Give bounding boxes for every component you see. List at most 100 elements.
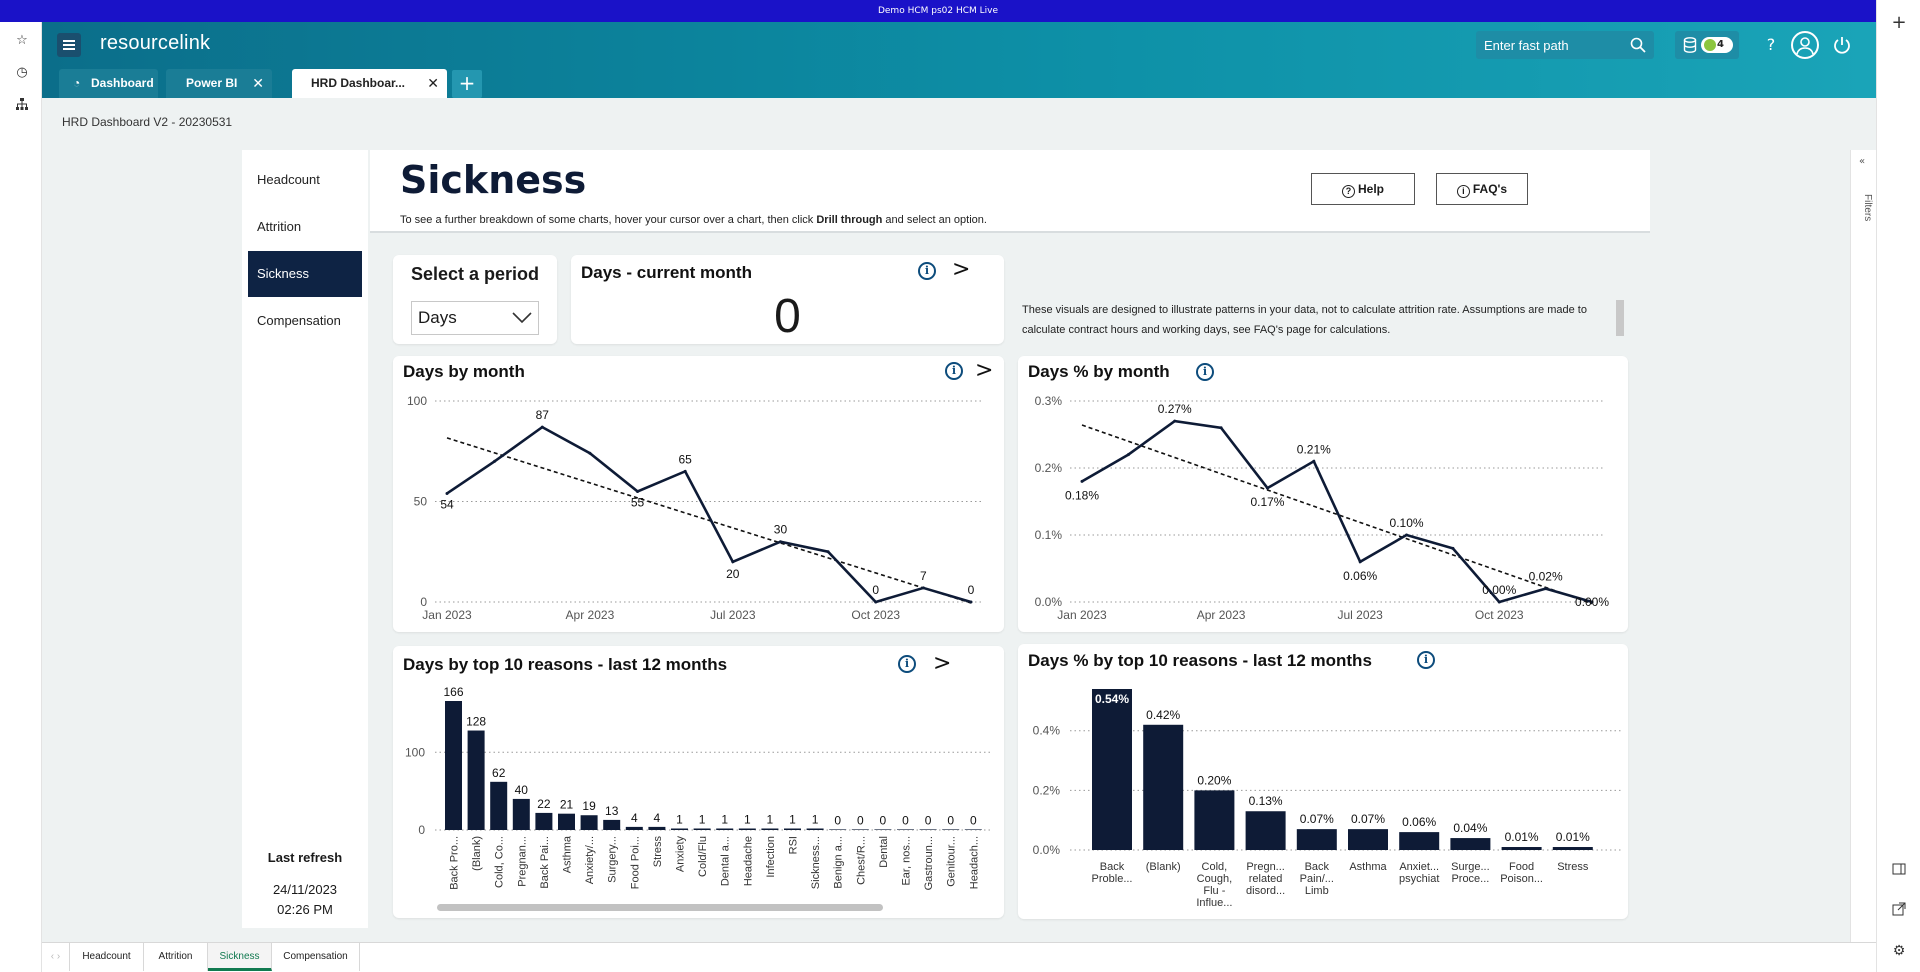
page-tab-attrition[interactable]: Attrition (144, 943, 208, 971)
data-point (1312, 459, 1316, 463)
data-label: 87 (536, 408, 550, 422)
y-tick-label: 0.0% (1035, 595, 1063, 609)
bar (919, 829, 937, 830)
chevron-down-icon (512, 312, 532, 324)
app-header: resourcelink 4 ? ◔ Dashboard Power BI ✕ … (42, 22, 1876, 98)
y-tick-label: 100 (405, 745, 425, 759)
nav-item-sickness[interactable]: Sickness (248, 251, 362, 297)
add-icon[interactable]: + (1891, 12, 1907, 33)
data-label: 166 (443, 685, 463, 699)
add-tab-button[interactable]: + (452, 70, 482, 98)
database-button[interactable]: 4 (1675, 31, 1739, 59)
power-icon[interactable] (1830, 33, 1854, 57)
x-tick-label: (Blank) (1146, 861, 1181, 873)
page-tab-sickness[interactable]: Sickness (208, 943, 272, 971)
help-icon[interactable]: ? (1766, 35, 1776, 54)
data-point (1358, 560, 1362, 564)
data-label: 13 (605, 804, 619, 818)
data-point (445, 491, 449, 495)
nav-item-compensation[interactable]: Compensation (257, 313, 341, 328)
data-point (1173, 419, 1177, 423)
data-label: 0 (880, 813, 887, 827)
drill-through-arrow-icon[interactable]: > (933, 651, 952, 676)
close-tab-icon[interactable]: ✕ (252, 75, 264, 91)
y-tick-label: 0.4% (1033, 724, 1061, 738)
x-tick-label: Oct 2023 (851, 608, 900, 622)
bar (558, 813, 575, 830)
collapse-icon[interactable]: « (1859, 156, 1866, 167)
info-icon[interactable]: i (945, 362, 963, 380)
clock-icon[interactable]: ◷ (16, 65, 28, 80)
report-title: Sickness (400, 158, 587, 202)
tab-hrd-dashboard[interactable]: HRD Dashboar... ✕ (292, 69, 447, 98)
tab-power-bi[interactable]: Power BI ✕ (166, 69, 272, 98)
search-icon[interactable] (1630, 37, 1646, 53)
trendline (1081, 424, 1593, 605)
data-point (636, 489, 640, 493)
data-label: 0.18% (1065, 488, 1099, 502)
data-point (540, 425, 544, 429)
resourcelink-logo: resourcelink (100, 32, 211, 54)
info-icon[interactable]: i (898, 655, 916, 673)
tab-dashboard[interactable]: ◔ Dashboard (59, 69, 158, 98)
days-pct-by-top10-chart[interactable]: 0.0%0.2%0.4%0.54%BackProble...0.42%(Blan… (1018, 644, 1628, 919)
x-tick-label: Sickness... (810, 836, 822, 889)
info-icon[interactable]: i (918, 262, 936, 280)
hamburger-menu-button[interactable] (57, 33, 81, 57)
x-tick-label: Headache (742, 836, 754, 886)
y-tick-label: 100 (407, 394, 427, 408)
x-tick-label: Cold/Flu (697, 836, 709, 877)
chart-title: Days % by month (1028, 362, 1170, 381)
bar (1092, 689, 1132, 850)
bar (512, 798, 530, 830)
data-label: 1 (721, 813, 728, 827)
nav-item-headcount[interactable]: Headcount (257, 172, 320, 187)
note-scrollbar[interactable] (1616, 300, 1624, 336)
data-label: 0 (902, 813, 909, 827)
period-dropdown[interactable]: Days (411, 301, 539, 335)
drill-through-arrow-icon[interactable]: > (952, 257, 971, 282)
x-tick-label: Influe... (1196, 897, 1232, 909)
faq-button[interactable]: i FAQ's (1436, 173, 1528, 205)
page-tab-compensation[interactable]: Compensation (272, 943, 360, 971)
days-pct-by-month-chart[interactable]: 0.0% 0.1% 0.2% 0.3% Jan 2023 Apr 2023 Jul 2023… (1018, 356, 1628, 632)
data-label: 1 (744, 813, 751, 827)
nav-item-attrition[interactable]: Attrition (257, 219, 302, 234)
last-refresh-time: 02:26 PM (277, 902, 333, 917)
page-nav-arrows-icon[interactable]: ‹ › (42, 943, 70, 971)
x-tick-label: Limb (1305, 885, 1329, 897)
org-chart-icon[interactable] (13, 97, 31, 115)
filters-label: Filters (1862, 194, 1873, 222)
x-tick-label: Stress (652, 836, 664, 868)
settings-gear-icon[interactable]: ⚙ (1892, 943, 1906, 959)
x-tick-label: Pregn... (1246, 861, 1285, 873)
period-title: Select a period (410, 264, 540, 284)
x-tick-label: Food (1509, 861, 1534, 873)
info-icon[interactable]: i (1417, 651, 1435, 669)
page-tab-headcount[interactable]: Headcount (70, 943, 144, 971)
y-tick-label: 0 (418, 823, 425, 837)
kpi-title: Days - current month (581, 263, 752, 282)
x-tick-label: Back Pro... (449, 836, 461, 890)
data-label: 0 (970, 813, 977, 827)
days-by-month-chart[interactable]: 0 50 100 Jan 2023 Apr 2023 Jul 2023 Oct 2023 54… (393, 356, 1004, 632)
fast-path-input[interactable] (1484, 31, 1624, 59)
open-external-icon[interactable] (1890, 902, 1908, 920)
filters-pane-collapsed[interactable]: « Filters (1850, 150, 1876, 942)
question-circle-icon: ? (1341, 185, 1355, 198)
user-avatar-icon[interactable] (1791, 31, 1819, 59)
x-tick-label: Asthma (562, 835, 574, 873)
series-line (446, 425, 972, 604)
star-icon[interactable]: ☆ (16, 33, 28, 48)
drill-through-arrow-icon[interactable]: > (975, 358, 994, 383)
chart-title: Days % by top 10 reasons - last 12 month… (1028, 651, 1372, 670)
data-point (493, 459, 497, 463)
period-card: Select a period Days (393, 255, 557, 344)
data-label: 0.06% (1343, 569, 1377, 583)
panel-icon[interactable] (1890, 862, 1908, 880)
help-button[interactable]: ? Help (1311, 173, 1415, 205)
close-tab-icon[interactable]: ✕ (427, 75, 439, 91)
info-icon[interactable]: i (1196, 363, 1214, 381)
horizontal-scrollbar[interactable] (437, 904, 883, 911)
